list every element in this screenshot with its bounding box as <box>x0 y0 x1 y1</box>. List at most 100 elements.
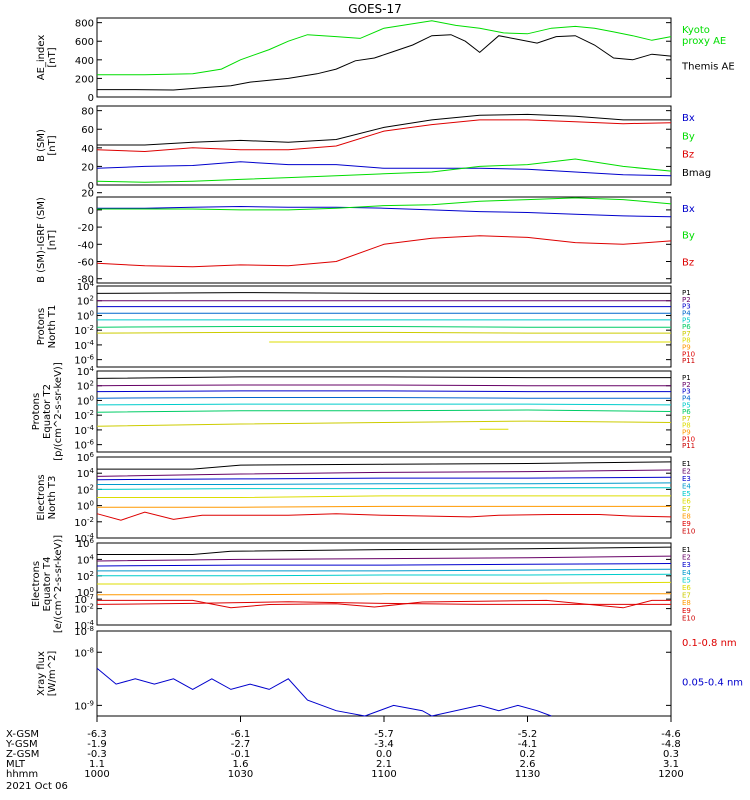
series-line-0-1-0-8-nm <box>96 601 671 605</box>
legend-label: P2 <box>682 296 691 304</box>
y-tick-label: 60 <box>81 125 94 136</box>
x-row-value: -4.8 <box>661 739 681 750</box>
legend-label: E10 <box>682 614 695 622</box>
legend-label: Bz <box>682 150 694 161</box>
series-line-P6 <box>96 326 671 328</box>
legend-label: E6 <box>682 584 691 592</box>
legend-label: P4 <box>682 394 691 402</box>
y-tick-label: 10-2 <box>74 409 94 422</box>
legend-label: Themis AE <box>681 62 735 73</box>
x-row-value: 0.3 <box>663 749 679 760</box>
panel-2: 0 20 40 60 80 B (SM)[nT] Bx By Bz Bmag <box>36 105 711 192</box>
series-line-P3 <box>96 390 671 393</box>
legend-label: E1 <box>682 460 691 468</box>
y-tick-label: 100 <box>77 500 94 513</box>
y-tick-label: 400 <box>75 56 94 67</box>
legend-label: E10 <box>682 528 695 536</box>
y-tick-label: 600 <box>75 37 94 48</box>
y-tick-label: 100 <box>77 394 94 407</box>
panel-7: 106 104 102 100 10-2 10-4 ElectronsEquator T4[… <box>31 535 695 633</box>
series-line-E6 <box>97 495 671 498</box>
legend-label: P11 <box>682 357 695 365</box>
series-line-E2 <box>96 469 672 477</box>
x-row-value: -6.3 <box>87 729 107 740</box>
legend-label: Bx <box>682 204 695 215</box>
y-tick-label: -60 <box>78 258 94 269</box>
legend-label: P3 <box>682 303 691 311</box>
y-axis-title: Xray flux[W/m^2] <box>36 651 58 697</box>
y-tick-label: 80 <box>81 107 94 118</box>
legend-label: Bmag <box>682 168 711 179</box>
y-tick-label: 0 <box>88 93 94 104</box>
series-line-By <box>97 197 672 211</box>
legend-label: 0.1-0.8 nm <box>682 638 737 649</box>
series-line-E3 <box>96 563 672 567</box>
y-tick-label: 20 <box>81 189 94 200</box>
y-tick-label: 10-4 <box>74 532 94 545</box>
y-tick-label: 0 <box>88 181 94 192</box>
x-row-value: 2.6 <box>520 759 536 770</box>
legend-label: E9 <box>682 520 691 528</box>
series-line-E3 <box>96 476 672 481</box>
legend-label: 0.05-0.4 nm <box>682 678 743 689</box>
x-row-value: -4.1 <box>518 739 538 750</box>
legend-label: P9 <box>682 344 691 352</box>
legend-label: E4 <box>682 569 691 577</box>
y-tick-label: 10-8 <box>74 646 94 659</box>
chart-title: GOES-17 <box>348 2 402 16</box>
legend-label: P6 <box>682 323 691 331</box>
legend-label: By <box>682 131 695 142</box>
y-tick-label: 10-4 <box>74 619 94 632</box>
y-tick-label: 800 <box>75 19 94 30</box>
x-row-value: 1.6 <box>233 759 249 770</box>
legend-label: P9 <box>682 429 691 437</box>
legend-label: P8 <box>682 422 691 430</box>
y-tick-label: 10-4 <box>74 424 94 437</box>
series-line-E8 <box>96 511 672 521</box>
y-tick-label: -40 <box>78 240 94 251</box>
y-tick-label: 40 <box>81 144 94 155</box>
x-row-value: 1000 <box>84 769 109 780</box>
legend-label: E7 <box>682 592 691 600</box>
y-tick-label: 10-2 <box>74 324 94 337</box>
x-row-value: -2.7 <box>231 739 251 750</box>
legend-label: E3 <box>682 561 691 569</box>
series-line-E7 <box>97 593 671 596</box>
legend-label: E2 <box>682 554 691 562</box>
series-line-Themis-AE <box>97 34 672 91</box>
y-tick-label: 102 <box>77 570 94 583</box>
series-line-E4 <box>97 482 672 485</box>
legend-label: P1 <box>682 289 691 297</box>
series-line-P2 <box>96 384 671 387</box>
series-line-By <box>96 158 672 183</box>
x-row-value: 1130 <box>515 769 540 780</box>
y-tick-label: 102 <box>77 295 94 308</box>
series-line-E6 <box>97 581 672 585</box>
x-row-value: -6.1 <box>231 729 251 740</box>
series-line-0-05-0-4-nm <box>96 667 552 717</box>
y-tick-label: 20 <box>81 162 94 173</box>
panel-1: 0 200 400 600 800 AE_index[nT] Kyoto proxy AE Th… <box>36 17 735 104</box>
legend-label: By <box>682 231 695 242</box>
legend-label: Bz <box>682 257 694 268</box>
y-tick-label: 100 <box>77 586 94 599</box>
x-row-label: Y-GSM <box>5 739 38 750</box>
legend-label: P10 <box>682 435 695 443</box>
x-row-label: Z-GSM <box>6 749 39 760</box>
legend-label: E1 <box>682 546 691 554</box>
y-tick-label: -20 <box>78 223 94 234</box>
legend-label: P7 <box>682 330 691 338</box>
y-tick-label: 102 <box>77 483 94 496</box>
legend-label: E9 <box>682 607 691 615</box>
y-axis-title: ElectronsNorth T3 <box>36 474 58 520</box>
legend-label: P7 <box>682 415 691 423</box>
series-line-E4 <box>97 568 672 572</box>
x-row-label: hhmm <box>6 769 38 780</box>
x-row-value: -5.2 <box>518 729 538 740</box>
legend-label: P5 <box>682 316 691 324</box>
x-axis-date: 2021 Oct 06 <box>6 781 68 792</box>
y-tick-label: 102 <box>77 380 94 393</box>
x-row-value: 1.1 <box>89 759 105 770</box>
y-axis-title: ProtonsNorth T1 <box>36 305 58 349</box>
